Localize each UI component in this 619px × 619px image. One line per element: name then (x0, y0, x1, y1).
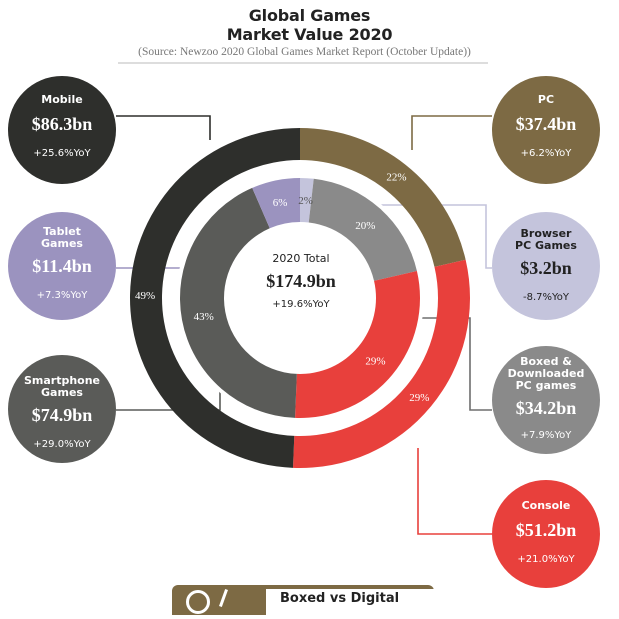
inner-slice-browser-pc-games (300, 178, 314, 223)
smartphone-value: $74.9bn (31, 405, 93, 425)
tablet-yoy: +7.3%YoY (36, 290, 88, 301)
browser-name-2: PC Games (515, 239, 577, 252)
boxed-bubble: Boxed & Downloaded PC games $34.2bn +7.9… (492, 346, 600, 454)
smartphone-connector (116, 386, 221, 411)
smartphone-yoy: +29.0%YoY (33, 439, 91, 450)
center-total: 2020 Total $174.9bn +19.6%YoY (236, 252, 366, 310)
outer-slice-mobile (129, 128, 300, 468)
pc-connector (411, 115, 492, 150)
browser-name-1: Browser (520, 227, 572, 240)
mobile-yoy: +25.6%YoY (33, 148, 91, 159)
boxed-name-1: Boxed & (520, 355, 572, 368)
tablet-name-2: Games (41, 237, 83, 250)
pc-yoy: +6.2%YoY (520, 148, 572, 159)
console-bubble: Console $51.2bn +21.0%YoY (492, 480, 600, 588)
smartphone-name-2: Games (41, 386, 83, 399)
browser-value: $3.2bn (520, 258, 572, 278)
chart-title: Global Games Market Value 2020 (0, 6, 619, 44)
tablet-name-1: Tablet (43, 225, 81, 238)
mobile-connector (116, 115, 211, 140)
boxed-yoy: +7.9%YoY (520, 430, 572, 441)
outer-slice-console (292, 259, 470, 468)
inner-pct-label-browser-pc-games: 2% (298, 195, 313, 207)
browser-bubble: Browser PC Games $3.2bn -8.7%YoY (492, 212, 600, 320)
smartphone-name-1: Smartphone (23, 374, 101, 387)
outer-pct-label-pc: 22% (386, 172, 406, 184)
title-line-2: Market Value 2020 (226, 25, 393, 44)
center-total-value: $174.9bn (266, 271, 336, 291)
percent-icon (186, 590, 210, 614)
inner-pct-label-tablet-games: 6% (273, 197, 288, 209)
console-value: $51.2bn (515, 520, 577, 540)
boxed-name-2: Downloaded (507, 367, 585, 380)
pc-name: PC (537, 93, 555, 106)
browser-yoy: -8.7%YoY (522, 292, 570, 303)
outer-slice-pc (300, 128, 466, 267)
donut-chart: 22% 29% 49% 2% 20% 29% 43% 6% (116, 62, 492, 535)
outer-pct-label-mobile: 49% (135, 290, 155, 302)
chart-source: (Source: Newzoo 2020 Global Games Market… (138, 46, 471, 58)
boxed-name-3: PC games (515, 379, 577, 392)
smartphone-bubble: Smartphone Games $74.9bn +29.0%YoY (8, 355, 116, 463)
center-total-yoy: +19.6%YoY (272, 299, 330, 310)
boxed-value: $34.2bn (515, 398, 577, 418)
pc-bubble: PC $37.4bn +6.2%YoY (492, 76, 600, 184)
mobile-value: $86.3bn (31, 114, 93, 134)
footer-title: Boxed vs Digital (280, 591, 400, 606)
inner-pct-label-smartphone-games: 43% (194, 311, 214, 323)
console-yoy: +21.0%YoY (517, 554, 575, 565)
pc-value: $37.4bn (515, 114, 577, 134)
console-connector (417, 448, 492, 535)
inner-ring (179, 178, 420, 419)
tablet-bubble: Tablet Games $11.4bn +7.3%YoY (8, 212, 116, 320)
percent-labels: 22% 29% 49% 2% 20% 29% 43% 6% (135, 172, 429, 404)
inner-slice-console (295, 270, 420, 419)
mobile-bubble: Mobile $86.3bn +25.6%YoY (8, 76, 116, 184)
center-total-label: 2020 Total (272, 252, 330, 265)
inner-slice-boxed-downloaded-pc-games (308, 178, 417, 281)
mobile-name: Mobile (41, 93, 83, 106)
inner-pct-label-console: 29% (365, 356, 385, 368)
inner-pct-label-boxed-downloaded-pc-games: 20% (355, 220, 375, 232)
title-line-1: Global Games (248, 6, 371, 25)
console-name: Console (521, 499, 571, 512)
tablet-value: $11.4bn (32, 256, 92, 276)
inner-slice-tablet-games (252, 178, 300, 229)
outer-pct-label-console: 29% (409, 392, 429, 404)
inner-slice-smartphone-games (179, 187, 297, 418)
